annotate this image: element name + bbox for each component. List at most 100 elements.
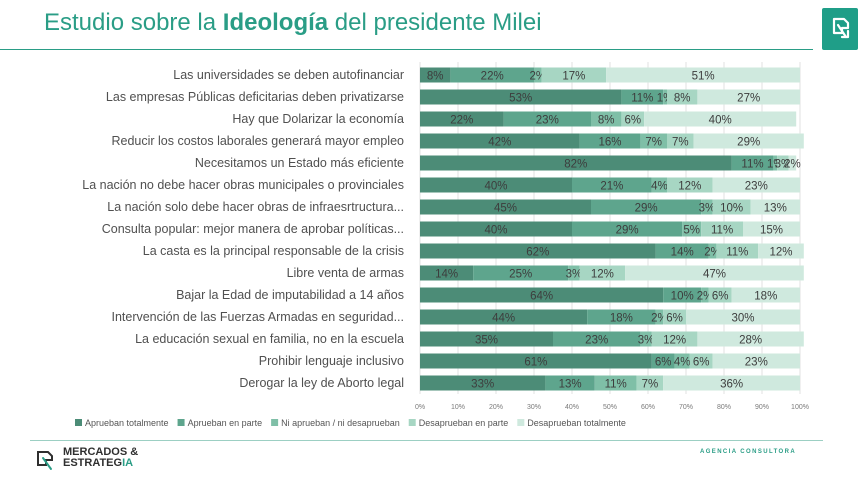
bar-segment xyxy=(663,375,800,391)
data-label: 29% xyxy=(635,203,658,215)
category-label: Derogar la ley de Aborto legal xyxy=(239,376,404,390)
x-tick-label: 20% xyxy=(489,404,503,411)
bar-segment xyxy=(420,309,588,325)
bar-segment xyxy=(420,353,652,369)
data-label: 18% xyxy=(754,291,777,303)
category-label: Las empresas Públicas deficitarias deben… xyxy=(106,90,404,104)
bar-segment xyxy=(545,375,595,391)
data-label: 10% xyxy=(671,291,694,303)
category-label: Hay que Dolarizar la economía xyxy=(232,112,404,126)
title-divider xyxy=(0,49,813,50)
data-label: 47% xyxy=(703,269,726,281)
x-tick-label: 10% xyxy=(451,404,465,411)
x-tick-label: 0% xyxy=(415,404,425,411)
bar-segment xyxy=(697,89,800,105)
bar-segment xyxy=(420,375,546,391)
x-tick-label: 70% xyxy=(679,404,693,411)
data-label: 6% xyxy=(712,291,729,303)
bar-segment xyxy=(655,309,664,325)
bar-segment xyxy=(606,67,800,83)
legend-label: Desaprueban totalmente xyxy=(527,418,626,428)
legend-label: Desaprueban en parte xyxy=(419,418,509,428)
data-label: 44% xyxy=(492,313,515,325)
data-label: 40% xyxy=(709,115,732,127)
bar-segment xyxy=(689,353,713,369)
bar-segment xyxy=(594,375,637,391)
bar-segment xyxy=(716,243,759,259)
data-label: 10% xyxy=(720,203,743,215)
bar-segment xyxy=(591,111,622,127)
brand-line-2-accent: IA xyxy=(122,457,134,469)
data-label: 45% xyxy=(494,203,517,215)
bar-segment xyxy=(579,133,641,149)
legend-swatch xyxy=(177,419,185,426)
data-label: 17% xyxy=(562,71,585,83)
data-label: 23% xyxy=(536,115,559,127)
data-label: 64% xyxy=(530,291,553,303)
x-tick-label: 100% xyxy=(791,404,809,411)
bar-segment xyxy=(686,309,800,325)
data-label: 29% xyxy=(616,225,639,237)
bar-segment xyxy=(777,155,789,171)
bar-segment xyxy=(636,375,664,391)
data-label: 7% xyxy=(642,379,659,391)
bar-segment xyxy=(708,243,717,259)
category-label: La nación solo debe hacer obras de infra… xyxy=(107,200,404,214)
data-label: 5% xyxy=(683,225,700,237)
legend-label: Aprueban totalmente xyxy=(85,418,169,428)
bar-segment xyxy=(708,287,732,303)
footer-divider xyxy=(30,440,823,441)
data-label: 13% xyxy=(764,203,787,215)
data-label: 6% xyxy=(655,357,672,369)
data-label: 11% xyxy=(741,159,763,171)
bar-segment xyxy=(420,111,504,127)
bar-segment xyxy=(667,89,698,105)
agency-tagline: AGENCIA CONSULTORA xyxy=(700,449,797,455)
bar-segment xyxy=(788,155,797,171)
bar-segment xyxy=(420,89,622,105)
bar-segment xyxy=(644,111,797,127)
data-label: 3% xyxy=(775,159,792,171)
bar-segment xyxy=(534,67,542,83)
data-label: 11% xyxy=(631,93,653,105)
bar-segment xyxy=(420,155,732,171)
x-tick-label: 90% xyxy=(755,404,769,411)
data-label: 14% xyxy=(435,269,458,281)
data-label: 33% xyxy=(471,379,494,391)
title-suffix: del presidente Milei xyxy=(328,9,542,36)
data-label: 11% xyxy=(726,247,748,259)
bar-segment xyxy=(663,89,667,105)
bar-segment xyxy=(674,353,690,369)
data-label: 12% xyxy=(663,335,686,347)
category-label: La casta es la principal responsable de … xyxy=(143,244,404,258)
legend-swatch xyxy=(271,419,279,426)
x-tick-label: 30% xyxy=(527,404,541,411)
brand-logo-icon xyxy=(822,8,858,50)
data-label: 14% xyxy=(671,247,694,259)
data-label: 29% xyxy=(737,137,760,149)
data-label: 51% xyxy=(692,71,715,83)
bar-segment xyxy=(621,89,664,105)
bar-segment xyxy=(651,353,675,369)
data-label: 3% xyxy=(566,269,583,281)
bar-segment xyxy=(420,243,656,259)
data-label: 30% xyxy=(731,313,754,325)
bar-segment xyxy=(420,221,572,237)
bar-segment xyxy=(591,199,702,215)
data-label: 22% xyxy=(450,115,473,127)
data-label: 2% xyxy=(784,159,801,171)
data-label: 6% xyxy=(666,313,683,325)
footer-brand: MERCADOS & ESTRATEGIA xyxy=(63,447,138,469)
data-label: 6% xyxy=(693,357,710,369)
bar-segment xyxy=(568,265,580,281)
bar-segment xyxy=(621,111,645,127)
bar-segment xyxy=(758,243,804,259)
category-label: Intervención de las Fuerzas Armadas en s… xyxy=(111,310,404,324)
bar-segment xyxy=(420,331,553,347)
data-label: 15% xyxy=(760,225,783,237)
data-label: 25% xyxy=(509,269,532,281)
data-label: 3% xyxy=(638,335,655,347)
bar-segment xyxy=(651,177,667,193)
category-label: Necesitamos un Estado más eficiente xyxy=(195,156,404,170)
data-label: 36% xyxy=(720,379,743,391)
